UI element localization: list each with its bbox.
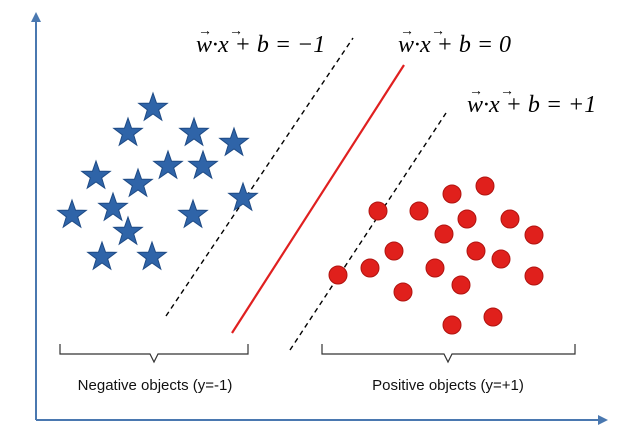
negative-brace <box>59 344 249 364</box>
star-icon <box>112 116 144 147</box>
circle-icon <box>483 307 503 327</box>
circle-icon <box>475 176 495 196</box>
equation-text: w·x + b = +1 <box>467 92 596 118</box>
vector-arrow-icon: → <box>400 24 414 39</box>
vector-arrow-icon: → <box>229 24 243 39</box>
star-icon <box>97 191 129 222</box>
star-icon <box>227 181 259 212</box>
circle-icon <box>360 258 380 278</box>
equation-text: w·x + b = −1 <box>196 32 325 58</box>
star-icon <box>152 149 184 180</box>
circle-icon <box>491 249 511 269</box>
star-icon <box>136 240 168 271</box>
circle-icon <box>384 241 404 261</box>
star-icon <box>80 159 112 190</box>
negative-margin-equation: w·x + b = −1 → → <box>196 24 325 58</box>
star-icon <box>112 215 144 246</box>
decision-boundary-equation: w·x + b = 0 → → <box>398 24 511 58</box>
circle-icon <box>368 201 388 221</box>
negative-objects <box>56 91 259 271</box>
circle-icon <box>393 282 413 302</box>
equation-text: w·x + b = 0 <box>398 32 511 58</box>
circle-icon <box>457 209 477 229</box>
star-icon <box>137 91 169 122</box>
star-icon <box>86 240 118 271</box>
star-icon <box>122 167 154 198</box>
vector-arrow-icon: → <box>431 24 445 39</box>
vector-arrow-icon: → <box>469 84 483 99</box>
vector-arrow-icon: → <box>500 84 514 99</box>
positive-margin-line <box>289 112 447 351</box>
positive-margin-equation: w·x + b = +1 → → <box>467 84 596 118</box>
positive-objects <box>328 176 544 335</box>
star-icon <box>56 198 88 229</box>
circle-icon <box>466 241 486 261</box>
decision-boundary-line <box>231 64 405 334</box>
star-icon <box>218 126 250 157</box>
circle-icon <box>442 184 462 204</box>
star-icon <box>177 198 209 229</box>
star-icon <box>187 149 219 180</box>
star-icon <box>178 116 210 147</box>
negative-group-label: Negative objects (y=-1) <box>78 377 233 394</box>
circle-icon <box>425 258 445 278</box>
circle-icon <box>524 225 544 245</box>
circle-icon <box>451 275 471 295</box>
positive-brace <box>321 344 576 364</box>
circle-icon <box>409 201 429 221</box>
circle-icon <box>500 209 520 229</box>
circle-icon <box>328 265 348 285</box>
vector-arrow-icon: → <box>198 24 212 39</box>
negative-margin-line <box>165 37 354 317</box>
positive-group-label: Positive objects (y=+1) <box>372 377 524 394</box>
circle-icon <box>442 315 462 335</box>
circle-icon <box>434 224 454 244</box>
circle-icon <box>524 266 544 286</box>
